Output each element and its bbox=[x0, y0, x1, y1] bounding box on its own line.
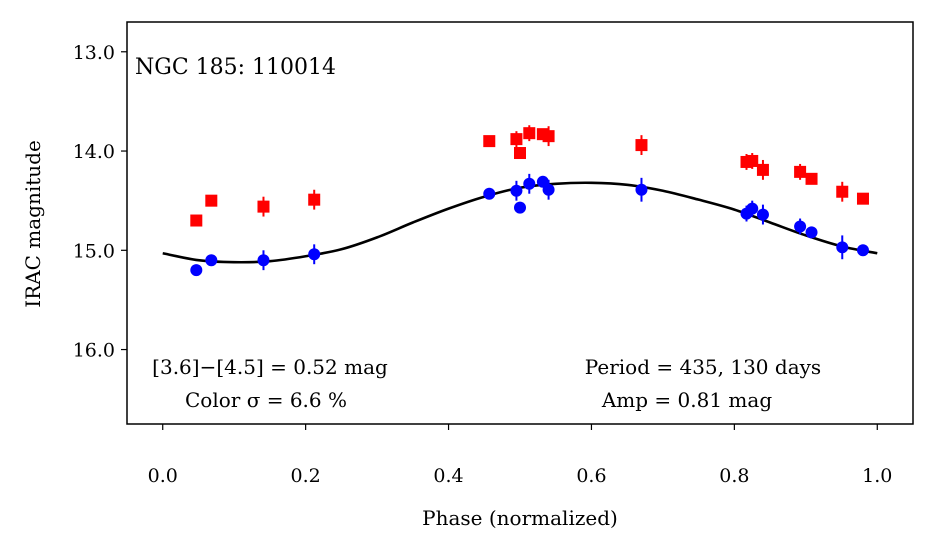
data-point-circle bbox=[190, 264, 203, 277]
data-point-circle bbox=[308, 248, 321, 261]
data-point-circle bbox=[805, 226, 818, 239]
x-tick-label: 0.6 bbox=[576, 465, 606, 487]
y-tick-label: 14.0 bbox=[73, 141, 115, 163]
data-point-circle bbox=[756, 208, 769, 221]
data-point-circle bbox=[483, 187, 496, 200]
data-point-square bbox=[523, 127, 536, 140]
y-tick-label: 15.0 bbox=[73, 240, 115, 262]
data-point-square bbox=[514, 147, 526, 160]
amplitude-annotation: Amp = 0.81 mag bbox=[601, 388, 772, 412]
data-point-circle bbox=[257, 254, 270, 267]
y-tick-label: 13.0 bbox=[73, 42, 115, 64]
x-tick-label: 0.4 bbox=[433, 465, 463, 487]
data-point-circle bbox=[514, 201, 526, 214]
data-point-square bbox=[756, 163, 769, 176]
data-point-circle bbox=[205, 254, 218, 267]
x-axis: 0.0 0.2 0.4 0.6 0.8 1.0 bbox=[148, 424, 892, 487]
y-tick-label: 16.0 bbox=[73, 340, 115, 362]
data-point-square bbox=[190, 214, 203, 227]
data-point-circle bbox=[836, 241, 849, 254]
color-sigma-annotation: Color σ = 6.6 % bbox=[185, 388, 347, 412]
period-annotation: Period = 435, 130 days bbox=[585, 355, 821, 379]
color-annotation: [3.6]−[4.5] = 0.52 mag bbox=[152, 355, 388, 379]
data-point-circle bbox=[635, 183, 648, 196]
data-point-circle bbox=[794, 220, 807, 233]
data-point-circle bbox=[523, 177, 536, 190]
data-point-square bbox=[308, 193, 321, 206]
data-point-circle bbox=[510, 184, 523, 197]
data-point-square bbox=[483, 135, 496, 148]
data-point-circle bbox=[542, 183, 555, 196]
chart-title: NGC 185: 110014 bbox=[135, 55, 336, 80]
y-axis-label: IRAC magnitude bbox=[21, 140, 45, 308]
x-tick-label: 0.8 bbox=[719, 465, 749, 487]
plot-area bbox=[162, 125, 878, 277]
data-point-square bbox=[635, 139, 648, 152]
y-axis: 13.0 14.0 15.0 16.0 bbox=[73, 42, 127, 362]
x-tick-label: 0.2 bbox=[291, 465, 321, 487]
data-point-square bbox=[836, 185, 849, 198]
data-point-square bbox=[510, 133, 523, 146]
x-tick-label: 1.0 bbox=[862, 465, 892, 487]
data-point-square bbox=[542, 130, 555, 143]
data-point-circle bbox=[856, 244, 869, 257]
data-point-square bbox=[856, 192, 869, 205]
data-point-square bbox=[257, 200, 270, 213]
data-point-square bbox=[746, 154, 759, 167]
data-point-square bbox=[805, 172, 818, 185]
plot-frame bbox=[126, 21, 914, 425]
series-3p6-blue bbox=[190, 173, 869, 277]
x-tick-label: 0.0 bbox=[148, 465, 178, 487]
data-point-circle bbox=[746, 202, 759, 215]
series-4p5-red bbox=[190, 125, 869, 227]
data-point-square bbox=[794, 165, 807, 178]
data-point-square bbox=[205, 194, 218, 207]
x-axis-label: Phase (normalized) bbox=[422, 506, 618, 530]
